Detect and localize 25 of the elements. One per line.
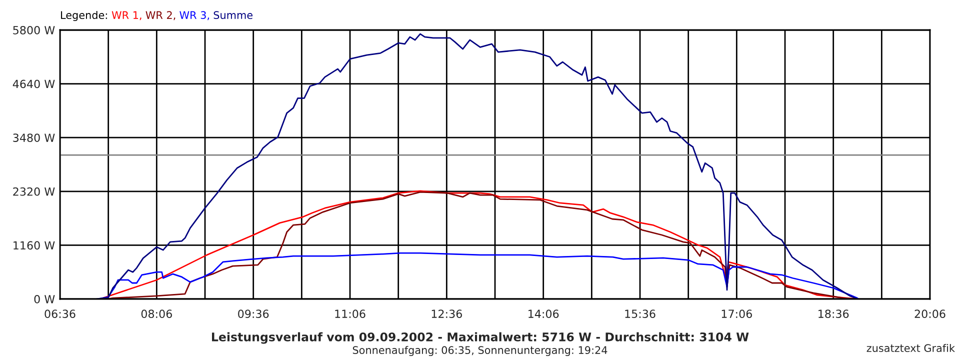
x-tick-label: 17:06 (722, 310, 752, 318)
x-tick-label: 14:06 (528, 310, 559, 318)
y-tick-label: 4640 W (12, 80, 55, 88)
text: Summe (214, 11, 252, 20)
y-tick-label: 2320 W (13, 187, 55, 196)
x-tick-label: 15:36 (625, 310, 656, 318)
y-tick-label: 3480 W (13, 134, 55, 142)
x-tick-label: 06:36 (44, 310, 76, 318)
x-tick-label: 20:06 (914, 310, 946, 318)
text: WR 1, (112, 11, 142, 20)
y-tick-label: 0 W (34, 294, 55, 304)
legend-title: Legende: (61, 10, 107, 22)
line-series (96, 33, 859, 299)
x-tick-label: 09:36 (238, 310, 269, 318)
y-tick-label: 1160 W (14, 241, 55, 250)
x-tick-label: 12:36 (432, 310, 462, 318)
x-tick-label: 11:06 (335, 310, 366, 318)
x-tick-label: 08:06 (141, 310, 172, 318)
text: zusatztext Grafik (866, 344, 955, 352)
text: WR 2, (146, 11, 176, 20)
text: Leistungsverlauf vom 09.09.2002 - Maximalwert: 5716 W - Durchschnitt: 3104 W (212, 332, 749, 344)
text: Sonnenaufgang: 06:35, Sonnenuntergang: 19:24 (352, 346, 608, 356)
y-tick-label: 5800 W (13, 26, 55, 34)
text: WR 3, (180, 11, 210, 20)
x-tick-label: 18:36 (818, 310, 849, 318)
